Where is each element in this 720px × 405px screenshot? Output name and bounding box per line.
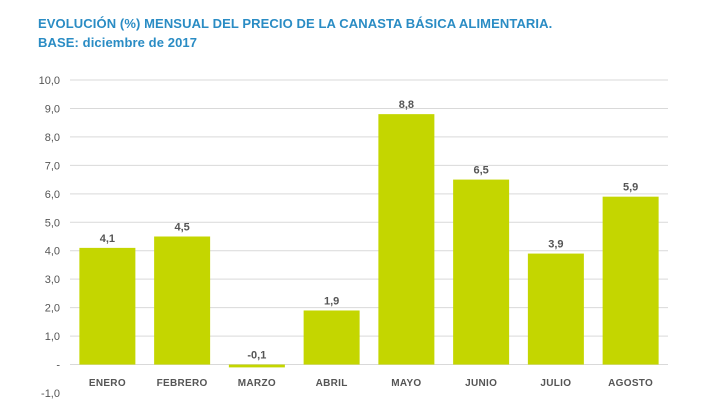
data-label: 4,1 — [100, 233, 115, 245]
x-tick-label: ENERO — [89, 378, 126, 389]
y-tick-label: 8,0 — [45, 132, 60, 144]
bar — [228, 364, 285, 368]
bar — [154, 236, 211, 365]
bars — [79, 114, 659, 368]
x-tick-label: MAYO — [391, 378, 421, 389]
x-tick-label: ABRIL — [316, 378, 348, 389]
data-label: -0,1 — [247, 350, 266, 362]
y-axis: -1,0-1,02,03,04,05,06,07,08,09,010,0 — [39, 75, 61, 400]
y-tick-label: 2,0 — [45, 303, 60, 315]
x-tick-label: AGOSTO — [608, 378, 653, 389]
data-label: 4,5 — [174, 222, 189, 234]
y-tick-label: 10,0 — [39, 75, 60, 87]
x-axis: ENERO FEBRERO MARZO ABRIL MAYO JUNIO JULIO AGOS… — [89, 378, 653, 389]
x-tick-label: MARZO — [238, 378, 276, 389]
y-tick-label: 6,0 — [45, 189, 60, 201]
bar — [453, 179, 510, 365]
chart-title: EVOLUCIÓN (%) MENSUAL DEL PRECIO DE LA C… — [38, 16, 553, 31]
data-label: 8,8 — [399, 99, 414, 111]
bar — [378, 114, 435, 365]
bar — [79, 247, 136, 365]
bar — [527, 253, 584, 365]
y-tick-label: 1,0 — [45, 331, 60, 343]
chart-subtitle: BASE: diciembre de 2017 — [38, 35, 198, 50]
chart-title-block: EVOLUCIÓN (%) MENSUAL DEL PRECIO DE LA C… — [38, 14, 552, 52]
y-tick-label: -1,0 — [41, 388, 60, 400]
x-tick-label: JUNIO — [465, 378, 497, 389]
y-tick-label: 4,0 — [45, 246, 60, 258]
x-tick-label: FEBRERO — [157, 378, 208, 389]
y-tick-label: 3,0 — [45, 274, 60, 286]
bar — [602, 196, 659, 365]
y-tick-label: 5,0 — [45, 217, 60, 229]
x-tick-label: JULIO — [540, 378, 571, 389]
data-label: 5,9 — [623, 182, 638, 194]
bar — [303, 310, 360, 365]
data-label: 1,9 — [324, 295, 339, 307]
data-label: 6,5 — [473, 165, 488, 177]
y-tick-label: 9,0 — [45, 103, 60, 115]
y-tick-label: - — [56, 360, 60, 372]
data-labels: 4,1 4,5 -0,1 1,9 8,8 6,5 3,9 5,9 — [100, 99, 639, 361]
data-label: 3,9 — [548, 239, 563, 251]
y-tick-label: 7,0 — [45, 160, 60, 172]
